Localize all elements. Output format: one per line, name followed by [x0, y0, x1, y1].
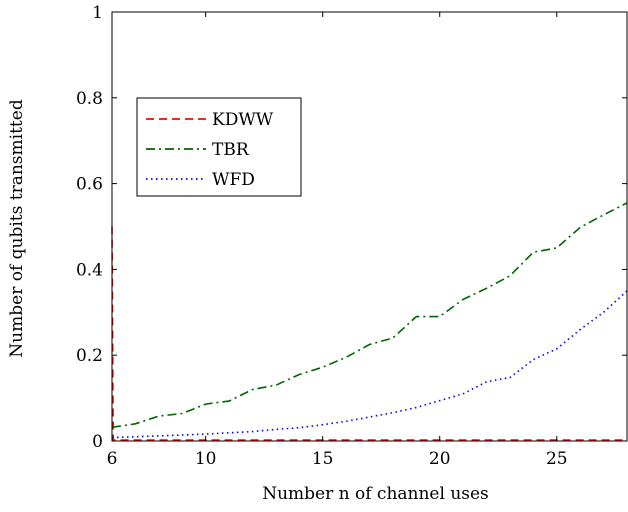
- series-line-wfd: [111, 290, 628, 439]
- y-axis-title: Number of qubits transmitted: [7, 99, 27, 358]
- legend-box: [136, 97, 302, 197]
- x-axis-title: Number n of channel uses: [262, 484, 489, 504]
- axis-ticks: 6 10 15 20 25 0 0.2 0.4 0.6 0.8 1: [76, 3, 627, 469]
- x-tick-label: 20: [429, 449, 451, 469]
- x-tick-label: 10: [195, 449, 217, 469]
- y-tick-label: 0: [92, 432, 103, 452]
- y-tick-label: 0.6: [76, 175, 103, 195]
- x-tick-label: 15: [312, 449, 334, 469]
- x-tick-label: 6: [107, 449, 118, 469]
- legend: KDWW TBR WFD: [136, 97, 302, 197]
- x-tick-label: 25: [546, 449, 568, 469]
- y-tick-label: 0.2: [76, 346, 103, 366]
- legend-label-wfd: WFD: [212, 170, 255, 190]
- y-tick-label: 0.8: [76, 89, 103, 109]
- plot-data: [111, 202, 628, 441]
- series-line-kdww: [111, 226, 627, 441]
- plot-frame: [111, 11, 628, 442]
- y-tick-label: 0.4: [76, 260, 103, 280]
- y-tick-label: 1: [92, 3, 103, 23]
- series-line-tbr: [111, 202, 628, 429]
- legend-label-kdww: KDWW: [212, 110, 274, 130]
- legend-label-tbr: TBR: [212, 140, 250, 160]
